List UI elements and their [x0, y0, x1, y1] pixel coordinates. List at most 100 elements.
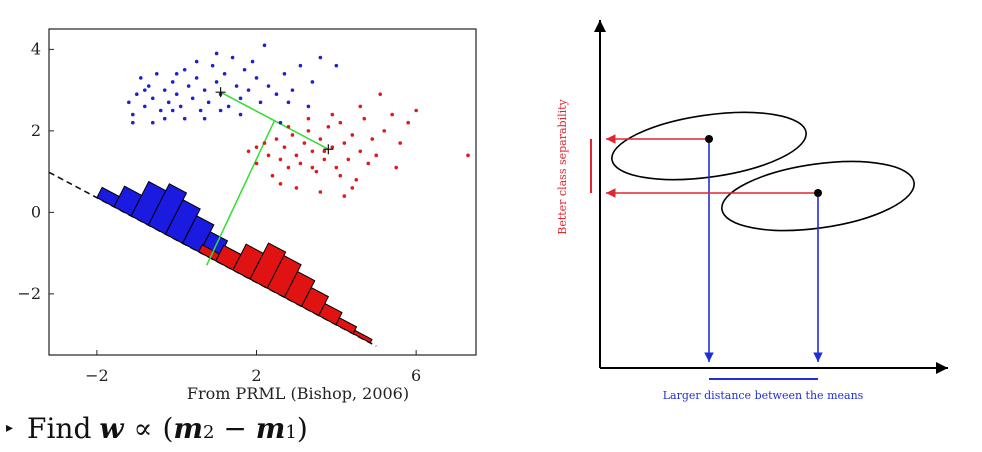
- red-point: [310, 165, 315, 170]
- red-point: [290, 133, 295, 137]
- red-point: [306, 116, 311, 121]
- blue-point: [238, 112, 243, 117]
- blue-point: [254, 76, 259, 80]
- bullet-marker: ▸: [6, 420, 14, 436]
- blue-point: [138, 76, 143, 80]
- plot-frame: [48, 28, 477, 356]
- red-point: [270, 173, 275, 178]
- x-tick-label: 6: [411, 366, 421, 385]
- blue-point: [214, 51, 219, 56]
- blue-point: [186, 84, 191, 88]
- axis-ticks: −2 2 6 4 2 0 −2: [17, 39, 421, 385]
- blue-point: [206, 100, 211, 105]
- blue-point: [262, 43, 267, 48]
- blue-point: [266, 84, 271, 88]
- blue-point: [150, 120, 155, 125]
- blue-point: [174, 92, 179, 96]
- class-2-mean: [814, 189, 822, 197]
- red-mean-marker: [323, 144, 334, 155]
- y-tick-label: −2: [17, 284, 41, 303]
- red-point: [378, 92, 383, 96]
- blue-point: [282, 72, 287, 76]
- red-point: [358, 149, 363, 154]
- blue-point: [230, 55, 235, 60]
- horizontal-label: Larger distance between the means: [663, 389, 864, 402]
- class-1-ellipse: [611, 111, 807, 181]
- class-1-mean: [705, 135, 713, 143]
- blue-point: [178, 104, 183, 109]
- red-point: [310, 149, 315, 154]
- blue-point: [202, 88, 207, 92]
- red-point: [282, 145, 287, 149]
- blue-point: [278, 120, 283, 125]
- m2-symbol: m: [173, 412, 204, 445]
- m1-symbol: m: [255, 412, 286, 445]
- red-point: [330, 112, 335, 117]
- blue-point: [306, 104, 311, 109]
- red-point: [278, 157, 283, 162]
- blue-point: [210, 63, 215, 68]
- separability-diagram: Better class separability Larger distanc…: [556, 20, 948, 402]
- red-point: [286, 165, 291, 170]
- red-point: [294, 186, 299, 190]
- red-point: [338, 173, 343, 178]
- red-point: [326, 125, 331, 129]
- blue-point: [222, 72, 227, 76]
- plot-layer: [48, 43, 470, 347]
- blue-point: [194, 59, 199, 64]
- blue-point: [310, 80, 315, 84]
- blue-point: [134, 92, 139, 96]
- red-point: [254, 161, 259, 166]
- red-point: [254, 145, 259, 149]
- blue-point: [198, 108, 203, 113]
- blue-point: [258, 100, 263, 105]
- red-point: [374, 153, 379, 158]
- blue-point: [290, 88, 295, 92]
- y-tick-label: 0: [31, 202, 41, 221]
- blue-point: [274, 92, 279, 96]
- red-point: [318, 137, 323, 141]
- w-symbol: w: [99, 412, 124, 445]
- y-tick-label: 2: [31, 121, 41, 140]
- red-point: [358, 104, 363, 109]
- red-point: [286, 125, 291, 129]
- blue-point: [127, 100, 131, 105]
- red-point: [370, 137, 375, 141]
- red-point: [298, 161, 303, 166]
- blue-point: [162, 88, 167, 92]
- red-point: [334, 165, 339, 170]
- blue-point: [131, 112, 135, 117]
- red-point: [314, 169, 319, 174]
- blue-point: [318, 55, 323, 60]
- blue-point: [150, 96, 155, 101]
- red-point: [394, 165, 398, 170]
- proportional-symbol: ∝: [133, 412, 153, 445]
- blue-point: [242, 67, 247, 72]
- blue-point: [246, 88, 251, 92]
- red-point: [246, 149, 251, 154]
- red-point: [294, 153, 299, 158]
- x-tick-label: 2: [251, 366, 261, 385]
- blue-point: [174, 72, 179, 76]
- minus-sign: −: [214, 412, 256, 445]
- find-text: Find: [27, 412, 92, 445]
- blue-point: [182, 67, 187, 72]
- blue-histogram-bar: [164, 199, 201, 244]
- red-point: [262, 141, 267, 145]
- red-histogram-bar: [266, 254, 302, 298]
- blue-point: [214, 80, 219, 84]
- red-histogram-bar: [352, 329, 373, 344]
- red-point: [362, 116, 367, 121]
- blue-histogram-bar: [182, 215, 215, 254]
- x-tick-label: −2: [85, 366, 109, 385]
- red-point: [322, 157, 327, 162]
- red-point: [274, 137, 279, 141]
- vertical-label: Better class separability: [556, 98, 569, 234]
- blue-point: [142, 88, 147, 92]
- blue-point: [142, 104, 147, 109]
- blue-point: [250, 59, 255, 64]
- blue-point: [202, 116, 207, 121]
- blue-point: [162, 116, 167, 121]
- red-histogram-bar: [335, 317, 358, 335]
